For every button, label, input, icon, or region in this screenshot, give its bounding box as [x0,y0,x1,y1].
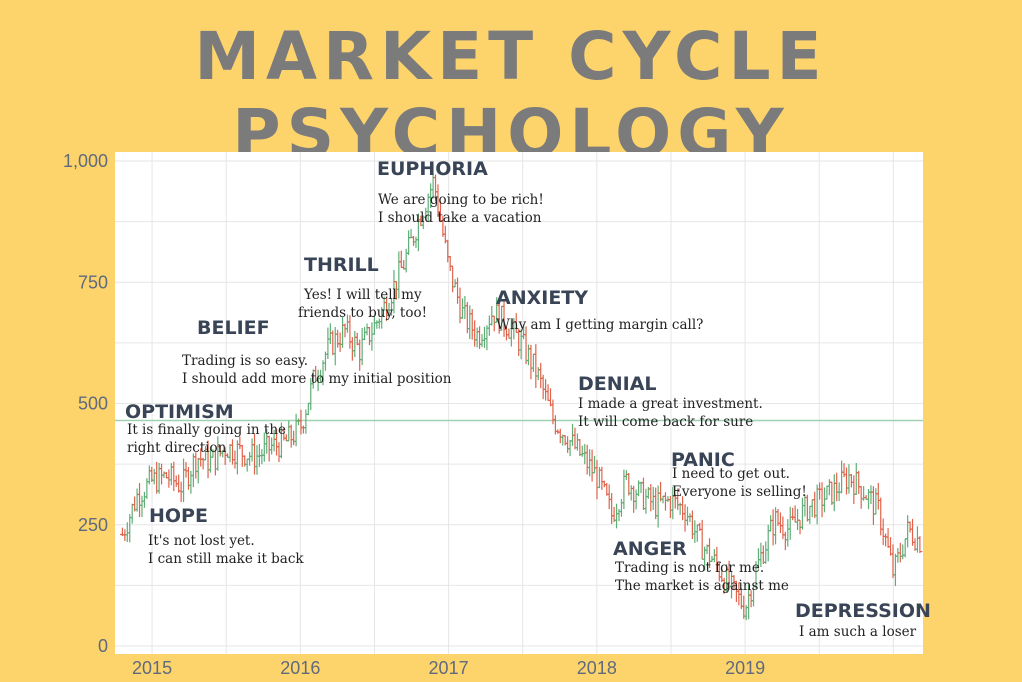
x-tick-label: 2018 [577,658,617,678]
quote-denial-2: It will come back for sure [578,414,753,430]
phase-label-panic: PANIC [671,449,735,471]
x-tick-label: 2019 [725,658,765,678]
quote-thrill-1: Yes! I will tell my [303,287,422,303]
price-bars [119,173,923,621]
y-tick-label: 1,000 [63,151,108,171]
quote-anger-1: Trading is not for me. [615,560,764,576]
quote-belief-2: I should add more to my initial position [182,371,452,387]
quote-depression-1: I am such a loser [799,624,917,640]
phase-label-anger: ANGER [613,538,687,560]
phase-label-denial: DENIAL [578,373,657,395]
y-tick-label: 0 [98,636,108,656]
annotation-denial: DENIAL I made a great investment. It wil… [578,373,763,430]
annotation-anxiety: ANXIETY Why am I getting margin call? [496,287,703,333]
phase-label-thrill: THRILL [304,254,379,276]
phase-label-belief: BELIEF [197,317,270,339]
x-tick-label: 2017 [429,658,469,678]
x-tick-label: 2015 [132,658,172,678]
quote-denial-1: I made a great investment. [578,396,763,412]
y-axis: 0 250 500 750 1,000 [63,151,108,656]
quote-anger-2: The market is against me [615,578,789,594]
quote-panic-1: I need to get out. [672,466,790,482]
quote-hope-2: I can still make it back [148,551,304,567]
price-bar [917,536,923,553]
phase-label-hope: HOPE [149,505,208,527]
quote-panic-2: Everyone is selling! [672,484,807,500]
page-title: MARKET CYCLE PSYCHOLOGY [194,18,828,172]
quote-hope-1: It's not lost yet. [148,533,255,549]
x-tick-label: 2016 [280,658,320,678]
x-axis: 2015 2016 2017 2018 2019 [132,658,765,678]
quote-thrill-2: friends to buy, too! [298,305,427,321]
quote-euphoria-2: I should take a vacation [378,210,542,226]
annotation-thrill: THRILL Yes! I will tell my friends to bu… [298,254,427,321]
phase-label-depression: DEPRESSION [795,600,931,622]
quote-optimism-2: right direction [127,440,227,456]
y-tick-label: 500 [78,394,108,414]
y-tick-label: 750 [78,272,108,292]
quote-belief-1: Trading is so easy. [182,353,308,369]
annotation-euphoria: EUPHORIA We are going to be rich! I shou… [377,158,544,226]
annotation-optimism: OPTIMISM It is finally going in the righ… [125,401,286,456]
annotation-anger: ANGER Trading is not for me. The market … [613,538,789,594]
phase-label-anxiety: ANXIETY [496,287,588,309]
y-tick-label: 250 [78,515,108,535]
annotation-depression: DEPRESSION I am such a loser [795,600,931,640]
phase-label-optimism: OPTIMISM [125,401,234,423]
phase-label-euphoria: EUPHORIA [377,158,488,180]
annotation-belief: BELIEF Trading is so easy. I should add … [182,317,452,387]
quote-euphoria-1: We are going to be rich! [378,192,544,208]
annotation-hope: HOPE It's not lost yet. I can still make… [148,505,304,567]
quote-anxiety-1: Why am I getting margin call? [496,317,703,333]
quote-optimism-1: It is finally going in the [127,422,286,438]
annotation-panic: PANIC I need to get out. Everyone is sel… [671,449,807,500]
